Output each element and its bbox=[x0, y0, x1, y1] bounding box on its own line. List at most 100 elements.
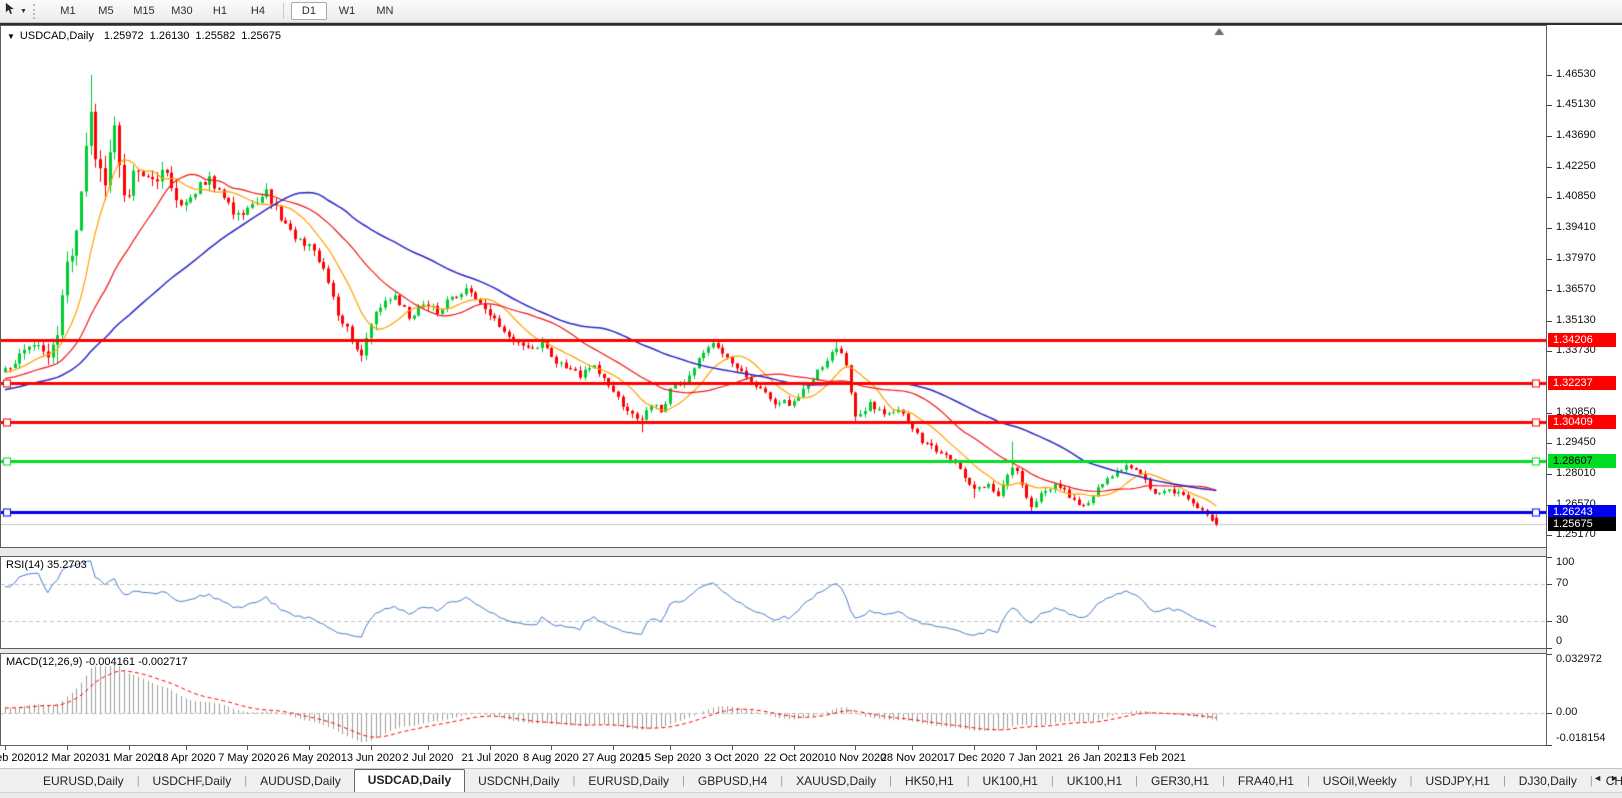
tab-item[interactable]: GER30,H1 bbox=[1151, 774, 1210, 788]
tab-item-active[interactable]: USDCAD,Daily bbox=[353, 769, 466, 792]
tab-item[interactable]: HK50,H1 bbox=[904, 774, 954, 788]
date-label: 7 May 2020 bbox=[218, 752, 276, 764]
tab-scroll-right-icon[interactable]: ► bbox=[1610, 773, 1619, 783]
date-label: 18 Apr 2020 bbox=[156, 752, 216, 764]
date-label: 21 Jul 2020 bbox=[461, 752, 519, 764]
price-tick-label: 1.43690 bbox=[1556, 129, 1596, 141]
level-price-label: 1.30409 bbox=[1548, 415, 1616, 429]
date-axis-tick bbox=[67, 746, 68, 750]
timeframe-button-m5[interactable]: M5 bbox=[98, 5, 114, 17]
date-axis-tick bbox=[309, 746, 310, 750]
toolbar-grip bbox=[32, 3, 39, 19]
price-tick-label: 1.29450 bbox=[1556, 436, 1596, 448]
pointer-tool-group[interactable]: ▼ bbox=[0, 0, 31, 22]
macd-canvas[interactable] bbox=[1, 654, 1546, 745]
date-axis-tick bbox=[428, 746, 429, 750]
date-axis-tick bbox=[613, 746, 614, 750]
price-tick-label: 1.39410 bbox=[1556, 221, 1596, 233]
tab-item[interactable]: UK100,H1 bbox=[1066, 774, 1123, 788]
date-label: 17 Dec 2020 bbox=[942, 752, 1006, 764]
price-tick-label: 1.42250 bbox=[1556, 160, 1596, 172]
macd-axis-tick bbox=[1547, 745, 1552, 746]
timeframe-button-m15[interactable]: M15 bbox=[133, 5, 155, 17]
date-label: 2 Jul 2020 bbox=[402, 752, 454, 764]
macd-indicator-panel: MACD(12,26,9) -0.004161 -0.002717 bbox=[0, 653, 1547, 746]
timeframe-button-mn[interactable]: MN bbox=[376, 5, 394, 17]
tab-separator: | bbox=[1050, 775, 1054, 787]
status-bar bbox=[0, 792, 1622, 798]
date-axis-tick bbox=[247, 746, 248, 750]
tab-item[interactable]: CHINA300,H1 bbox=[1605, 774, 1622, 788]
tab-scroll-buttons: ◄ ► bbox=[1593, 773, 1619, 783]
date-axis-tick bbox=[732, 746, 733, 750]
tab-separator: | bbox=[136, 775, 140, 787]
tab-item[interactable]: EURUSD,Daily bbox=[43, 774, 124, 788]
tab-separator: | bbox=[572, 775, 576, 787]
tab-item[interactable]: EURUSD,Daily bbox=[588, 774, 670, 788]
timeframe-button-h1[interactable]: H1 bbox=[212, 5, 227, 17]
chart-menu-icon[interactable]: ▼ bbox=[7, 32, 15, 41]
price-tick-label: 1.35130 bbox=[1556, 314, 1596, 326]
tab-item[interactable]: USDJPY,H1 bbox=[1425, 774, 1490, 788]
rsi-indicator-panel: RSI(14) 35.2703 bbox=[0, 556, 1547, 649]
pointer-tool-icon[interactable] bbox=[4, 2, 17, 20]
tab-separator: | bbox=[1502, 775, 1506, 787]
tab-separator: | bbox=[889, 775, 892, 787]
tab-item[interactable]: USOil,Weekly bbox=[1322, 774, 1397, 788]
price-tick-label: 1.25170 bbox=[1556, 528, 1596, 540]
date-label: 13 Feb 2021 bbox=[1124, 752, 1186, 764]
timeframe-button-w1[interactable]: W1 bbox=[338, 5, 356, 17]
current-price-label: 1.25675 bbox=[1548, 517, 1616, 531]
pointer-tool-dropdown-icon[interactable]: ▼ bbox=[20, 7, 27, 15]
rsi-label: RSI(14) 35.2703 bbox=[6, 559, 87, 571]
tab-item[interactable]: UK100,H1 bbox=[982, 774, 1038, 788]
level-price-label: 1.28607 bbox=[1548, 454, 1616, 468]
rsi-tick-label: 0 bbox=[1556, 635, 1563, 647]
date-axis-tick bbox=[974, 746, 975, 750]
price-axis[interactable]: 1.46530 1.45130 1.43690 1.42250 1.40850 1.394… bbox=[1546, 25, 1622, 746]
timeframe-button-h4[interactable]: H4 bbox=[250, 5, 265, 17]
date-label: 13 Jun 2020 bbox=[340, 752, 402, 764]
tab-item[interactable]: XAUUSD,Daily bbox=[796, 774, 877, 788]
date-label: 3 Oct 2020 bbox=[705, 752, 759, 764]
timeframe-button-m1[interactable]: M1 bbox=[60, 5, 76, 17]
price-axis-tick bbox=[1547, 167, 1552, 168]
date-label: 28 Nov 2020 bbox=[880, 752, 944, 764]
date-label: 12 Mar 2020 bbox=[36, 752, 98, 764]
timeframe-buttons: M1 M5 M15 M30 H1 H4 D1 W1 MN bbox=[45, 0, 408, 22]
chart-window: ▼ USDCAD,Daily 1.25972 1.26130 1.25582 1.2567… bbox=[0, 23, 1622, 768]
tab-separator: | bbox=[244, 775, 248, 787]
date-axis-tick bbox=[129, 746, 130, 750]
date-label: 15 Sep 2020 bbox=[638, 752, 702, 764]
tab-scroll-left-icon[interactable]: ◄ bbox=[1593, 773, 1603, 783]
tab-item[interactable]: USDCNH,Daily bbox=[478, 774, 560, 788]
rsi-axis-tick bbox=[1547, 621, 1552, 622]
date-axis-tick bbox=[1155, 746, 1156, 750]
price-axis-tick bbox=[1547, 290, 1552, 291]
tab-item[interactable]: GBPUSD,H4 bbox=[697, 774, 768, 788]
timeframe-button-m30[interactable]: M30 bbox=[171, 5, 193, 17]
tab-item[interactable]: USDCHF,Daily bbox=[152, 774, 232, 788]
date-label: 8 Aug 2020 bbox=[523, 752, 579, 764]
date-axis-tick bbox=[912, 746, 913, 750]
rsi-canvas[interactable] bbox=[1, 557, 1546, 648]
tab-item[interactable]: DJ30,Daily bbox=[1518, 774, 1577, 788]
top-toolbar: ▼ M1 M5 M15 M30 H1 H4 D1 W1 MN bbox=[0, 0, 1622, 23]
price-axis-tick bbox=[1547, 413, 1552, 414]
date-axis-tick bbox=[670, 746, 671, 750]
date-axis-tick bbox=[855, 746, 856, 750]
price-axis-tick bbox=[1547, 443, 1552, 444]
main-chart-panel: ▼ USDCAD,Daily 1.25972 1.26130 1.25582 1.2567… bbox=[0, 25, 1547, 548]
price-axis-tick bbox=[1547, 228, 1552, 229]
ohlc-open: 1.25972 bbox=[103, 30, 144, 42]
tab-item[interactable]: AUDUSD,Daily bbox=[260, 774, 341, 788]
tab-separator: | bbox=[682, 775, 685, 787]
tab-item[interactable]: FRA40,H1 bbox=[1237, 774, 1294, 788]
timeframe-button-d1[interactable]: D1 bbox=[290, 2, 327, 20]
date-label: 26 May 2020 bbox=[277, 752, 341, 764]
tab-separator: | bbox=[966, 775, 970, 787]
ohlc-close: 1.25675 bbox=[241, 30, 281, 42]
price-chart-canvas[interactable] bbox=[1, 26, 1546, 547]
price-tick-label: 1.36570 bbox=[1556, 283, 1596, 295]
